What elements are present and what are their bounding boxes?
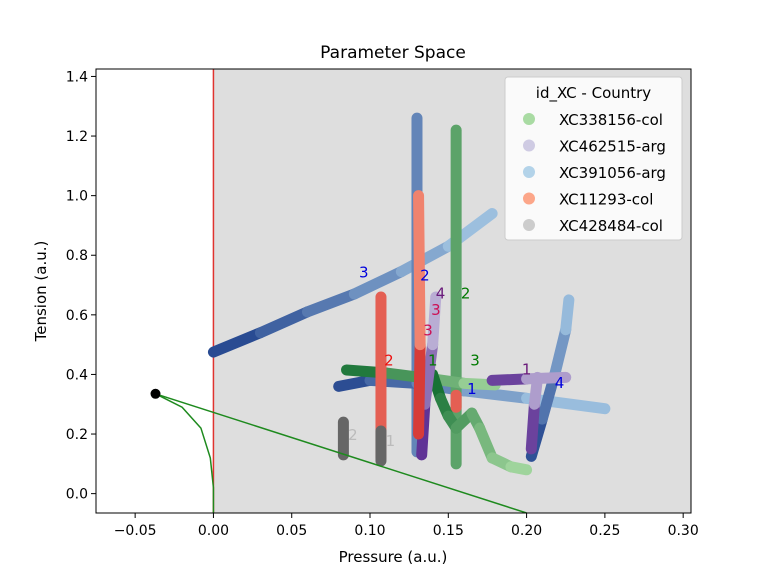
trajectory-4-2 [413, 190, 426, 440]
trajectory-piece [413, 339, 426, 440]
trajectory-label: 4 [555, 374, 565, 392]
trajectory-piece [486, 373, 533, 386]
trajectory-piece [395, 240, 454, 278]
chart-title: Parameter Space [320, 43, 466, 63]
trajectory-label: 2 [384, 351, 394, 369]
x-tick-label: −0.05 [114, 523, 157, 539]
x-tick-label: 0.15 [433, 523, 464, 539]
trajectory-piece [413, 190, 426, 351]
trajectory-label: 1 [522, 360, 532, 378]
y-axis-label: Tension (a.u.) [32, 241, 50, 343]
y-tick-label: 0.2 [66, 427, 88, 443]
boundary-point [150, 388, 161, 399]
trajectory-piece [505, 461, 533, 476]
trajectory-label: 2 [420, 267, 430, 285]
y-tick-label: 0.4 [66, 367, 88, 383]
y-tick-label: 1.0 [66, 189, 88, 205]
trajectory-label: 3 [423, 322, 433, 340]
trajectory-piece [528, 371, 544, 410]
x-tick-label: 0.00 [198, 523, 229, 539]
trajectory-piece [458, 385, 533, 404]
trajectory-piece [254, 306, 313, 339]
trajectory-piece [207, 327, 266, 358]
trajectory-label: 3 [359, 264, 369, 282]
legend-marker [523, 219, 535, 231]
legend-entry: XC11293-col [559, 191, 653, 209]
trajectory-3-3 [525, 371, 544, 455]
legend-entry: XC391056-arg [559, 164, 666, 182]
trajectory-label: 2 [461, 284, 471, 302]
trajectory-label: 2 [348, 426, 358, 444]
trajectory-piece [525, 398, 540, 455]
x-tick-label: 0.30 [668, 523, 699, 539]
legend: id_XC - Country XC338156-col XC462515-arg X… [504, 76, 683, 241]
y-tick-label: 1.4 [66, 69, 88, 85]
trajectory-label: 1 [386, 432, 396, 450]
boundary-line [155, 393, 527, 513]
trajectory-piece [560, 294, 575, 336]
y-tick-label: 1.2 [66, 129, 88, 145]
y-tick-label: 0.0 [66, 487, 88, 503]
trajectory-label: 1 [467, 380, 477, 398]
legend-title: id_XC - Country [536, 84, 652, 103]
x-tick-label: 0.25 [589, 523, 620, 539]
legend-marker [523, 139, 535, 152]
plot-frame [95, 68, 692, 514]
x-axis-label: Pressure (a.u.) [339, 548, 448, 566]
trajectory-piece [549, 324, 572, 380]
legend-marker [523, 166, 535, 178]
legend-entry: XC338156-col [559, 111, 663, 129]
trajectory-piece [348, 266, 407, 300]
trajectory-2-3 [427, 368, 533, 476]
legend-entry: XC462515-arg [559, 138, 666, 156]
trajectory-piece [427, 291, 442, 351]
trajectory-label: 4 [436, 284, 446, 302]
legend-marker [523, 113, 535, 125]
legend-box [504, 76, 683, 241]
trajectory-label: 3 [470, 351, 480, 369]
x-tick-label: 0.10 [354, 523, 385, 539]
trajectory-piece [301, 288, 360, 318]
x-tick-label: 0.05 [276, 523, 307, 539]
trajectory-piece [419, 339, 439, 410]
x-tick-label: 0.20 [511, 523, 542, 539]
boundary-curve [155, 393, 215, 513]
trajectory-label: 1 [428, 351, 438, 369]
trajectory-label: 3 [431, 301, 441, 319]
legend-entry: XC428484-col [559, 217, 663, 235]
legend-marker [523, 192, 535, 205]
y-tick-label: 0.6 [66, 308, 88, 324]
y-tick-label: 0.8 [66, 248, 88, 264]
